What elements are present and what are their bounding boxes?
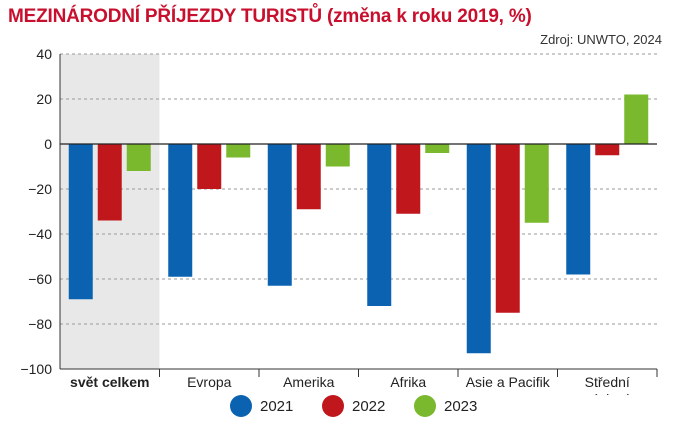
legend-item-2021: 2021 <box>230 395 293 417</box>
bar-2022 <box>197 144 222 189</box>
bar-2022 <box>595 144 620 156</box>
bar-2022 <box>97 144 122 221</box>
chart-legend: 2021 2022 2023 <box>0 395 674 421</box>
y-tick-label: 20 <box>36 91 52 107</box>
legend-item-2022: 2022 <box>322 395 385 417</box>
y-tick-label: −20 <box>28 181 52 197</box>
bar-2023 <box>226 144 251 158</box>
category-label: Evropa <box>187 374 232 390</box>
y-tick-label: −80 <box>28 316 52 332</box>
bar-chart: 40 20 0 −20 −40 −60 −80 −100 svět celkem Evropa Am… <box>20 46 658 395</box>
bar-2023 <box>524 144 549 223</box>
chart-source: Zdroj: UNWTO, 2024 <box>540 32 662 47</box>
category-label: východ <box>585 391 629 395</box>
category-label: Afrika <box>390 374 426 390</box>
y-tick-label: −60 <box>28 271 52 287</box>
y-tick-label: 0 <box>44 136 52 152</box>
legend-swatch <box>322 395 344 417</box>
category-label: Amerika <box>283 374 335 390</box>
y-tick-label: −40 <box>28 226 52 242</box>
chart-title: MEZINÁRODNÍ PŘÍJEZDY TURISTŮ (změna k ro… <box>8 6 532 27</box>
legend-label: 2021 <box>260 397 294 415</box>
legend-label: 2022 <box>352 397 386 415</box>
bar-2021 <box>267 144 292 286</box>
legend-item-2023: 2023 <box>414 395 477 417</box>
bar-2021 <box>466 144 491 354</box>
bar-2021 <box>68 144 93 300</box>
y-tick-label: −100 <box>20 361 52 377</box>
bar-2021 <box>367 144 392 306</box>
category-label: Střední <box>585 374 630 390</box>
bar-2023 <box>126 144 151 171</box>
bar-2022 <box>495 144 520 313</box>
legend-swatch <box>230 395 252 417</box>
bar-2022 <box>396 144 421 214</box>
legend-label: 2023 <box>444 397 478 415</box>
bar-2023 <box>425 144 450 153</box>
y-tick-label: 40 <box>36 46 52 62</box>
bar-2021 <box>566 144 591 275</box>
bar-2022 <box>296 144 321 210</box>
bar-2021 <box>168 144 193 277</box>
bar-2023 <box>624 94 649 144</box>
category-label: Asie a Pacifik <box>466 374 551 390</box>
category-label: svět celkem <box>70 374 149 390</box>
legend-swatch <box>414 395 436 417</box>
bar-2023 <box>325 144 350 167</box>
